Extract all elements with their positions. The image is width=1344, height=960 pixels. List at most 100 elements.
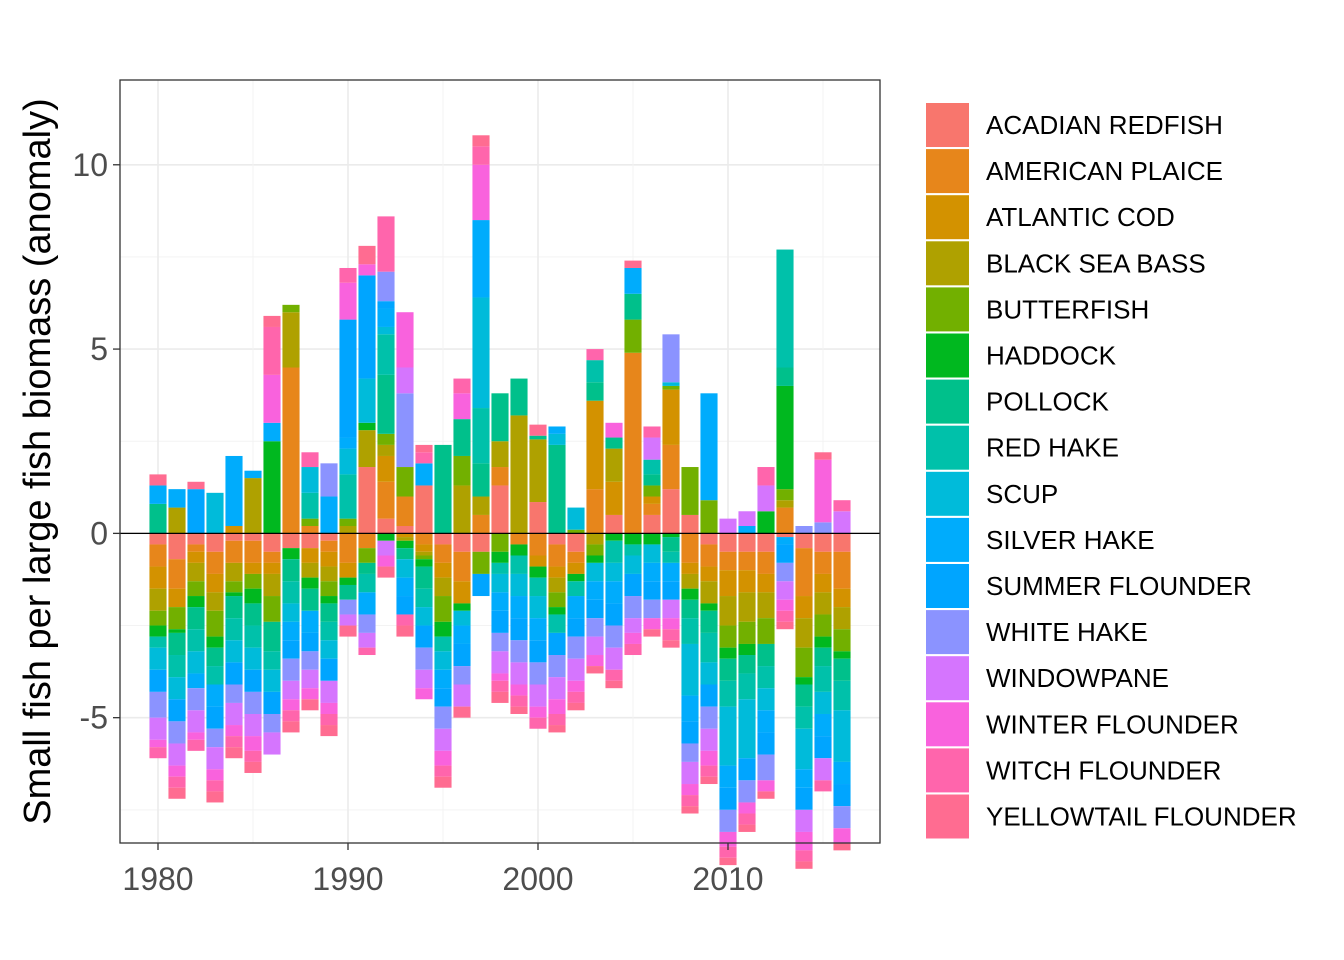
bar-segment [757, 791, 775, 799]
bar-segment [586, 400, 604, 490]
bar-segment [586, 533, 604, 545]
bar-segment [548, 677, 566, 700]
bar-segment [225, 596, 243, 619]
bar-segment [358, 548, 376, 563]
bar-segment [396, 625, 414, 637]
bar-segment [358, 632, 376, 648]
bar-segment [567, 533, 585, 552]
legend-label: SILVER HAKE [986, 525, 1155, 555]
legend-key [926, 287, 969, 332]
bar-segment [795, 596, 813, 619]
bar-segment [795, 728, 813, 770]
bar-segment [605, 533, 623, 541]
bar-segment [624, 260, 642, 268]
bar-segment [320, 496, 338, 534]
bar-segment [263, 651, 281, 670]
bar-segment [396, 467, 414, 497]
bar-segment [415, 566, 433, 589]
bar-segment [339, 533, 357, 563]
bar-segment [814, 592, 832, 615]
bar-segment [453, 378, 471, 394]
bar-segment [339, 267, 357, 283]
bar-segment [776, 507, 794, 534]
bar-segment [339, 526, 357, 534]
bar-segment [643, 426, 661, 438]
bar-segment [187, 562, 205, 582]
bar-segment [415, 551, 433, 556]
bar-segment [624, 544, 642, 556]
bar-segment [776, 533, 794, 538]
bar-segment [681, 721, 699, 744]
bar-segment [491, 610, 509, 633]
legend-label: ACADIAN REDFISH [986, 110, 1223, 140]
bar-segment [244, 750, 262, 762]
bar-segment [206, 533, 224, 552]
bar-segment [681, 643, 699, 696]
bar-segment [358, 467, 376, 534]
bar-segment [643, 562, 661, 582]
bar-segment [263, 691, 281, 714]
bar-segment [149, 588, 167, 611]
bar-segment [510, 695, 528, 707]
bar-segment [301, 699, 319, 711]
bar-segment [396, 393, 414, 468]
bar-segment [320, 533, 338, 541]
bar-segment [244, 669, 262, 692]
bar-segment [187, 710, 205, 733]
bar-segment [662, 551, 680, 563]
bar-segment [415, 669, 433, 689]
bar-segment [757, 666, 775, 689]
bar-segment [491, 592, 509, 611]
bar-segment [453, 581, 471, 604]
bar-segment [814, 691, 832, 714]
bar-segment [320, 702, 338, 714]
bar-segment [168, 489, 186, 508]
bar-segment [187, 533, 205, 545]
bar-segment [320, 713, 338, 726]
bar-segment [187, 673, 205, 689]
bar-segment [510, 573, 528, 597]
bar-segment [757, 688, 775, 711]
bar-segment [358, 245, 376, 265]
bar-segment [282, 699, 300, 711]
bar-segment [776, 544, 794, 563]
bar-segment [738, 592, 756, 622]
bar-segment [472, 408, 490, 464]
bar-segment [643, 503, 661, 515]
bar-segment [605, 481, 623, 515]
bar-segment [168, 655, 186, 678]
bar-segment [168, 632, 186, 656]
bar-segment [681, 795, 699, 807]
bar-segment [263, 713, 281, 733]
bar-segment [320, 551, 338, 567]
bar-segment [358, 573, 376, 593]
bar-segment [472, 514, 490, 534]
bar-segment [320, 596, 338, 604]
bar-segment [643, 544, 661, 563]
bar-segment [700, 728, 718, 751]
bar-segment [339, 625, 357, 637]
bar-segment [206, 492, 224, 534]
bar-segment [738, 643, 756, 656]
bar-segment [263, 621, 281, 652]
bar-segment [491, 673, 509, 681]
bar-segment [833, 588, 851, 608]
bar-segment [529, 577, 547, 597]
bar-segment [472, 533, 490, 552]
axis-ticks: -5 0 5 10 1980 1990 2000 2010 [72, 147, 763, 897]
bar-segment [396, 577, 414, 597]
bar-segment [643, 459, 661, 475]
bar-segment [225, 540, 243, 563]
bar-segment [681, 618, 699, 644]
bar-segment [719, 625, 737, 648]
bar-segment [415, 485, 433, 534]
bar-segment [396, 559, 414, 578]
bar-segment [643, 485, 661, 497]
bar-segment [757, 710, 775, 733]
bar-segment [491, 680, 509, 692]
bar-segment [814, 780, 832, 792]
bar-segment [605, 603, 623, 626]
bar-segment [453, 603, 471, 611]
bar-segment [776, 610, 794, 622]
bar-segment [681, 695, 699, 722]
